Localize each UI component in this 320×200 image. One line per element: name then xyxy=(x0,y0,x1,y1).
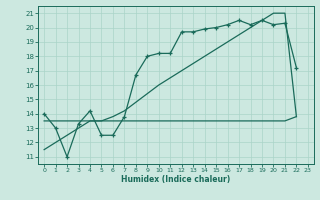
X-axis label: Humidex (Indice chaleur): Humidex (Indice chaleur) xyxy=(121,175,231,184)
